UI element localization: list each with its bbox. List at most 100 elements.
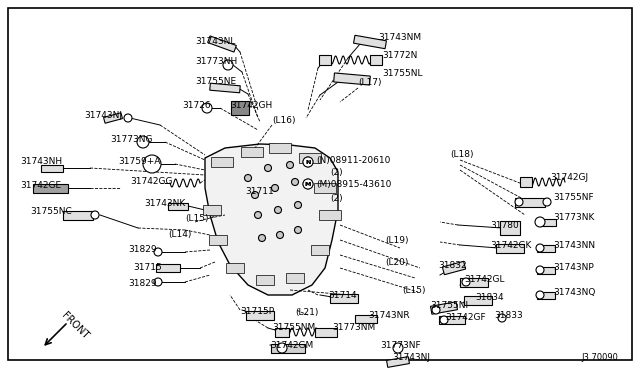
Polygon shape <box>442 261 466 275</box>
Polygon shape <box>460 278 488 286</box>
Circle shape <box>432 306 440 314</box>
Polygon shape <box>311 245 329 255</box>
Text: 31743NM: 31743NM <box>378 33 421 42</box>
Circle shape <box>271 185 278 192</box>
Text: 31742GJ: 31742GJ <box>550 173 588 183</box>
Polygon shape <box>319 210 341 220</box>
Polygon shape <box>104 113 122 123</box>
Text: 31743NQ: 31743NQ <box>553 288 595 296</box>
Text: 31742GH: 31742GH <box>230 100 272 109</box>
Circle shape <box>536 244 544 252</box>
Text: 31715P: 31715P <box>240 308 274 317</box>
Polygon shape <box>537 292 555 298</box>
Text: (N)08911-20610: (N)08911-20610 <box>316 155 390 164</box>
Text: (L15): (L15) <box>185 214 209 222</box>
Text: 31832: 31832 <box>438 260 467 269</box>
Text: (L17): (L17) <box>358 77 381 87</box>
Circle shape <box>137 136 149 148</box>
Circle shape <box>543 198 551 206</box>
Polygon shape <box>205 144 338 295</box>
Circle shape <box>259 234 266 241</box>
Text: 31715: 31715 <box>133 263 162 273</box>
Circle shape <box>294 227 301 234</box>
Text: 31759+A: 31759+A <box>118 157 161 167</box>
Text: 31743NP: 31743NP <box>553 263 594 273</box>
Text: (L19): (L19) <box>385 235 408 244</box>
Text: 31773NM: 31773NM <box>332 324 375 333</box>
Text: (L14): (L14) <box>168 231 191 240</box>
Text: N: N <box>305 160 310 164</box>
Polygon shape <box>41 164 63 171</box>
Polygon shape <box>207 36 236 52</box>
Circle shape <box>462 278 470 286</box>
Circle shape <box>303 157 313 167</box>
Polygon shape <box>241 147 263 157</box>
Circle shape <box>535 217 545 227</box>
Polygon shape <box>315 327 337 337</box>
Polygon shape <box>464 295 492 305</box>
Polygon shape <box>431 302 458 314</box>
Polygon shape <box>226 263 244 273</box>
Polygon shape <box>256 275 274 285</box>
Circle shape <box>124 114 132 122</box>
Text: 31742GF: 31742GF <box>445 314 486 323</box>
Circle shape <box>498 314 506 322</box>
Text: 31743NR: 31743NR <box>368 311 410 320</box>
Text: (L21): (L21) <box>295 308 318 317</box>
Text: 31755NE: 31755NE <box>195 77 236 87</box>
Polygon shape <box>314 183 336 193</box>
Circle shape <box>536 291 544 299</box>
Text: 31755NC: 31755NC <box>30 208 72 217</box>
Text: 31711: 31711 <box>245 187 274 196</box>
Polygon shape <box>330 294 358 302</box>
Text: (L15): (L15) <box>402 285 426 295</box>
Text: 31780: 31780 <box>490 221 519 230</box>
Text: (L18): (L18) <box>450 151 474 160</box>
Polygon shape <box>33 183 67 192</box>
Circle shape <box>287 161 294 169</box>
Polygon shape <box>271 343 305 353</box>
Circle shape <box>276 231 284 238</box>
Polygon shape <box>387 357 410 368</box>
Text: 31829: 31829 <box>128 246 157 254</box>
Polygon shape <box>275 327 289 337</box>
Text: 31743NL: 31743NL <box>195 38 236 46</box>
Text: M: M <box>305 182 311 186</box>
Circle shape <box>440 316 448 324</box>
Polygon shape <box>156 264 180 272</box>
Polygon shape <box>203 205 221 215</box>
Circle shape <box>252 192 259 199</box>
Text: 31755NM: 31755NM <box>272 324 316 333</box>
Circle shape <box>154 248 162 256</box>
Polygon shape <box>319 55 331 65</box>
Circle shape <box>91 211 99 219</box>
Circle shape <box>393 343 403 353</box>
Text: 31743NJ: 31743NJ <box>392 353 430 362</box>
Text: FRONT: FRONT <box>60 311 91 341</box>
Text: 31742GE: 31742GE <box>20 180 61 189</box>
Circle shape <box>202 103 212 113</box>
Circle shape <box>303 179 313 189</box>
Circle shape <box>143 155 161 173</box>
Text: 31833: 31833 <box>494 311 523 320</box>
Text: 31742GM: 31742GM <box>270 340 313 350</box>
Text: 31742GK: 31742GK <box>490 241 531 250</box>
Polygon shape <box>370 55 382 65</box>
Text: 31773NG: 31773NG <box>110 135 152 144</box>
Polygon shape <box>269 143 291 153</box>
Text: 31726: 31726 <box>182 100 211 109</box>
Text: M: M <box>305 182 311 186</box>
Text: 31742GG: 31742GG <box>130 177 173 186</box>
Polygon shape <box>500 221 520 235</box>
Polygon shape <box>540 218 556 225</box>
Polygon shape <box>439 316 465 324</box>
Circle shape <box>255 212 262 218</box>
Text: 31755NF: 31755NF <box>553 193 594 202</box>
Text: 31755NL: 31755NL <box>382 70 422 78</box>
Text: J3 70090: J3 70090 <box>581 353 618 362</box>
Circle shape <box>244 174 252 182</box>
Polygon shape <box>355 315 377 323</box>
Text: 31743NK: 31743NK <box>144 199 185 208</box>
Text: 31834: 31834 <box>475 294 504 302</box>
Polygon shape <box>299 153 321 163</box>
